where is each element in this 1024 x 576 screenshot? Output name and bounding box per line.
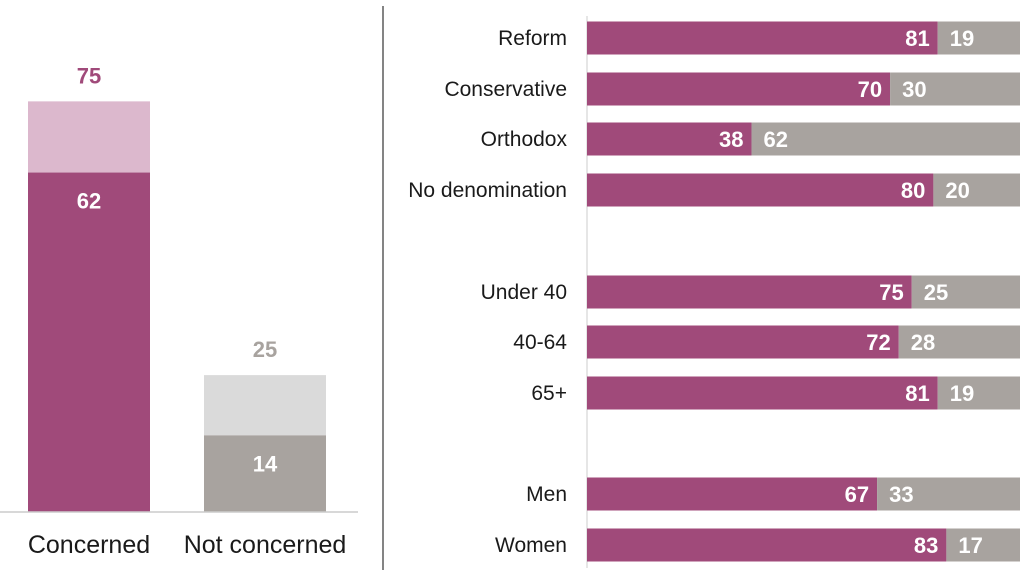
value-not-concerned-reform: 19 <box>950 26 974 51</box>
value-not-concerned-40-64: 28 <box>911 330 935 355</box>
not-concerned-lower-bar <box>204 435 326 512</box>
bar-not-concerned-men <box>877 477 1020 511</box>
value-not-concerned-orthodox: 62 <box>764 127 788 152</box>
value-concerned-conservative: 70 <box>858 77 882 102</box>
bar-concerned-women <box>587 528 947 562</box>
value-concerned-men: 67 <box>845 482 869 507</box>
not-concerned-lower-value: 14 <box>253 451 278 476</box>
concern-by-group-chart: 81 19 Reform 70 30 Conservative 38 62 Orthodox 80… <box>408 16 1020 568</box>
value-not-concerned-under-40: 25 <box>924 280 948 305</box>
not-concerned-upper-bar <box>204 375 326 436</box>
not-concerned-category-label: Not concerned <box>184 531 347 559</box>
row-label-reform: Reform <box>498 27 567 50</box>
bar-concerned-40-64 <box>587 325 899 359</box>
concerned-total-value: 75 <box>77 63 101 88</box>
bar-not-concerned-orthodox <box>751 122 1020 156</box>
value-concerned-orthodox: 38 <box>719 127 743 152</box>
row-label-women: Women <box>495 534 567 557</box>
value-concerned-women: 83 <box>914 533 938 558</box>
concerned-lower-value: 62 <box>77 189 101 214</box>
value-not-concerned-conservative: 30 <box>902 77 926 102</box>
bar-not-concerned-conservative <box>890 72 1020 106</box>
overall-concern-chart: 62 75 Concerned 14 25 Not concerned <box>0 63 358 559</box>
value-not-concerned-65-: 19 <box>950 381 974 406</box>
value-not-concerned-women: 17 <box>958 533 982 558</box>
row-label-65-: 65+ <box>531 382 567 405</box>
bar-not-concerned-no-denomination <box>933 173 1020 207</box>
bar-concerned-men <box>587 477 878 511</box>
bar-concerned-65- <box>587 376 938 410</box>
value-concerned-no-denomination: 80 <box>901 178 925 203</box>
bar-concerned-conservative <box>587 72 891 106</box>
row-label-men: Men <box>526 483 567 506</box>
bar-concerned-orthodox <box>587 122 752 156</box>
bar-concerned-reform <box>587 21 938 55</box>
value-not-concerned-men: 33 <box>889 482 913 507</box>
concerned-upper-bar <box>28 101 150 173</box>
bar-not-concerned-reform <box>937 21 1020 55</box>
bar-concerned-no-denomination <box>587 173 934 207</box>
bar-concerned-under-40 <box>587 275 912 309</box>
bar-not-concerned-40-64 <box>898 325 1020 359</box>
concerned-category-label: Concerned <box>28 531 150 559</box>
row-label-40-64: 40-64 <box>513 331 567 354</box>
value-concerned-65-: 81 <box>905 381 929 406</box>
not-concerned-total-value: 25 <box>253 337 277 362</box>
value-concerned-under-40: 75 <box>879 280 903 305</box>
bar-not-concerned-under-40 <box>911 275 1020 309</box>
value-concerned-reform: 81 <box>905 26 929 51</box>
row-label-under-40: Under 40 <box>481 281 567 304</box>
concerned-lower-bar <box>28 172 150 513</box>
row-label-orthodox: Orthodox <box>481 128 568 151</box>
row-label-conservative: Conservative <box>444 78 567 101</box>
row-label-no-denomination: No denomination <box>408 179 567 202</box>
value-not-concerned-no-denomination: 20 <box>945 178 969 203</box>
value-concerned-40-64: 72 <box>866 330 890 355</box>
bar-not-concerned-65- <box>937 376 1020 410</box>
bar-not-concerned-women <box>946 528 1020 562</box>
